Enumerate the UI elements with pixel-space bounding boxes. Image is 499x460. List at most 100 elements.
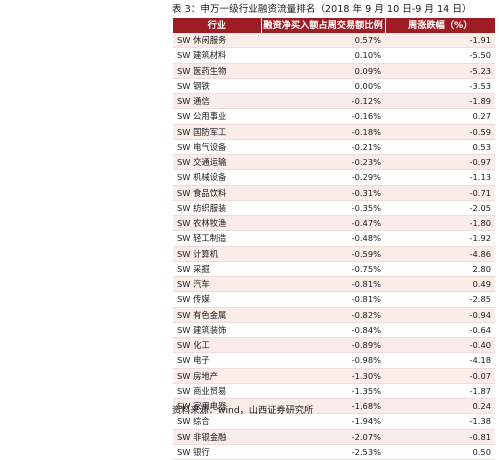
weekly-change-cell: 0.27 bbox=[385, 108, 495, 125]
financing-ratio-cell: 0.57% bbox=[261, 33, 385, 49]
financing-ratio-cell: 0.09% bbox=[261, 63, 385, 79]
table-row: SW 房地产 -1.30% -0.07 bbox=[173, 368, 495, 384]
financing-ratio-cell: -0.48% bbox=[261, 230, 385, 247]
table-row: SW 传媒 -0.81% -2.85 bbox=[173, 291, 495, 308]
weekly-change-cell: -1.80 bbox=[385, 215, 495, 232]
weekly-change-cell: -2.85 bbox=[385, 291, 495, 308]
table-row: SW 医药生物 0.09% -5.23 bbox=[173, 63, 495, 79]
financing-ratio-cell: -1.30% bbox=[261, 368, 385, 384]
industry-name-cell: SW 建筑装饰 bbox=[173, 322, 261, 339]
weekly-change-cell: -0.64 bbox=[385, 322, 495, 339]
weekly-change-cell: -1.92 bbox=[385, 230, 495, 247]
table-row: SW 公用事业 -0.16% 0.27 bbox=[173, 108, 495, 125]
header-industry: 行业 bbox=[173, 18, 262, 33]
industry-financing-table: 行业 融资净买入额占周交易额比例 周涨跌幅（%） SW 休闲服务 0.57% -1.… bbox=[173, 18, 495, 460]
financing-ratio-cell: -0.59% bbox=[261, 246, 385, 262]
weekly-change-cell: -1.89 bbox=[385, 93, 495, 110]
table-row: SW 休闲服务 0.57% -1.91 bbox=[173, 33, 495, 49]
table-row: SW 钢铁 0.00% -3.53 bbox=[173, 78, 495, 95]
industry-name-cell: SW 传媒 bbox=[173, 291, 261, 308]
table-row: SW 通信 -0.12% -1.89 bbox=[173, 93, 495, 110]
weekly-change-cell: -0.40 bbox=[385, 337, 495, 354]
industry-name-cell: SW 轻工制造 bbox=[173, 230, 261, 247]
financing-ratio-cell: -0.23% bbox=[261, 154, 385, 171]
industry-name-cell: SW 钢铁 bbox=[173, 78, 261, 95]
table-row: SW 有色金属 -0.82% -0.94 bbox=[173, 307, 495, 323]
financing-ratio-cell: -0.81% bbox=[261, 276, 385, 293]
table-row: SW 电子 -0.98% -4.18 bbox=[173, 352, 495, 369]
industry-name-cell: SW 有色金属 bbox=[173, 307, 261, 323]
table-row: SW 机械设备 -0.29% -1.13 bbox=[173, 169, 495, 186]
financing-ratio-cell: -0.84% bbox=[261, 322, 385, 339]
financing-ratio-cell: -0.35% bbox=[261, 200, 385, 217]
financing-ratio-cell: -0.47% bbox=[261, 215, 385, 232]
financing-ratio-cell: -0.31% bbox=[261, 185, 385, 201]
financing-ratio-cell: -1.35% bbox=[261, 383, 385, 400]
table-row: SW 建筑装饰 -0.84% -0.64 bbox=[173, 322, 495, 339]
financing-ratio-cell: -2.53% bbox=[261, 444, 385, 460]
table-row: SW 农林牧渔 -0.47% -1.80 bbox=[173, 215, 495, 232]
industry-name-cell: SW 非银金融 bbox=[173, 429, 261, 445]
financing-ratio-cell: 0.00% bbox=[261, 78, 385, 95]
financing-ratio-cell: -2.07% bbox=[261, 429, 385, 445]
weekly-change-cell: -4.86 bbox=[385, 246, 495, 262]
table-row: SW 采掘 -0.75% 2.80 bbox=[173, 261, 495, 278]
table-row: SW 国防军工 -0.18% -0.59 bbox=[173, 124, 495, 140]
table-row: SW 电气设备 -0.21% 0.53 bbox=[173, 139, 495, 156]
weekly-change-cell: -1.87 bbox=[385, 383, 495, 400]
financing-ratio-cell: -0.18% bbox=[261, 124, 385, 140]
industry-name-cell: SW 机械设备 bbox=[173, 169, 261, 186]
industry-name-cell: SW 建筑材料 bbox=[173, 47, 261, 64]
financing-ratio-cell: -1.68% bbox=[261, 398, 385, 415]
industry-name-cell: SW 纺织服装 bbox=[173, 200, 261, 217]
industry-name-cell: SW 化工 bbox=[173, 337, 261, 354]
weekly-change-cell: 0.49 bbox=[385, 276, 495, 293]
weekly-change-cell: -3.53 bbox=[385, 78, 495, 95]
weekly-change-cell: -0.71 bbox=[385, 185, 495, 201]
table-caption: 表 3：申万一级行业融资流量排名（2018 年 9 月 10 日-9 月 14 … bbox=[172, 4, 472, 15]
industry-name-cell: SW 计算机 bbox=[173, 246, 261, 262]
financing-ratio-cell: -0.21% bbox=[261, 139, 385, 156]
industry-name-cell: SW 银行 bbox=[173, 444, 261, 460]
header-financing-ratio: 融资净买入额占周交易额比例 bbox=[261, 18, 386, 33]
industry-name-cell: SW 国防军工 bbox=[173, 124, 261, 140]
financing-ratio-cell: -0.82% bbox=[261, 307, 385, 323]
source-note: 资料来源：wind，山西证券研究所 bbox=[172, 405, 314, 416]
industry-name-cell: SW 房地产 bbox=[173, 368, 261, 384]
industry-name-cell: SW 汽车 bbox=[173, 276, 261, 293]
weekly-change-cell: 0.53 bbox=[385, 139, 495, 156]
weekly-change-cell: -0.59 bbox=[385, 124, 495, 140]
industry-name-cell: SW 交通运输 bbox=[173, 154, 261, 171]
table-row: SW 化工 -0.89% -0.40 bbox=[173, 337, 495, 354]
table-row: SW 纺织服装 -0.35% -2.05 bbox=[173, 200, 495, 217]
table-header-row: 行业 融资净买入额占周交易额比例 周涨跌幅（%） bbox=[173, 18, 495, 33]
financing-ratio-cell: 0.10% bbox=[261, 47, 385, 64]
weekly-change-cell: -0.97 bbox=[385, 154, 495, 171]
weekly-change-cell: 0.50 bbox=[385, 444, 495, 460]
weekly-change-cell: -0.94 bbox=[385, 307, 495, 323]
weekly-change-cell: -1.91 bbox=[385, 33, 495, 49]
header-weekly-change: 周涨跌幅（%） bbox=[385, 18, 495, 33]
industry-name-cell: SW 农林牧渔 bbox=[173, 215, 261, 232]
weekly-change-cell: 0.24 bbox=[385, 398, 495, 415]
weekly-change-cell: -1.13 bbox=[385, 169, 495, 186]
industry-name-cell: SW 电气设备 bbox=[173, 139, 261, 156]
table-row: SW 商业贸易 -1.35% -1.87 bbox=[173, 383, 495, 400]
table-row: SW 计算机 -0.59% -4.86 bbox=[173, 246, 495, 262]
financing-ratio-cell: -0.98% bbox=[261, 352, 385, 369]
financing-ratio-cell: -0.89% bbox=[261, 337, 385, 354]
industry-name-cell: SW 通信 bbox=[173, 93, 261, 110]
weekly-change-cell: -5.50 bbox=[385, 47, 495, 64]
weekly-change-cell: -0.07 bbox=[385, 368, 495, 384]
financing-ratio-cell: -0.16% bbox=[261, 108, 385, 125]
industry-name-cell: SW 公用事业 bbox=[173, 108, 261, 125]
table-row: SW 建筑材料 0.10% -5.50 bbox=[173, 47, 495, 64]
table-row: SW 非银金融 -2.07% -0.81 bbox=[173, 429, 495, 445]
industry-name-cell: SW 休闲服务 bbox=[173, 33, 261, 49]
table-row: SW 食品饮料 -0.31% -0.71 bbox=[173, 185, 495, 201]
industry-name-cell: SW 采掘 bbox=[173, 261, 261, 278]
weekly-change-cell: -5.23 bbox=[385, 63, 495, 79]
table-row: SW 家用电器 -1.68% 0.24 bbox=[173, 398, 495, 415]
financing-ratio-cell: -0.75% bbox=[261, 261, 385, 278]
financing-ratio-cell: -0.81% bbox=[261, 291, 385, 308]
